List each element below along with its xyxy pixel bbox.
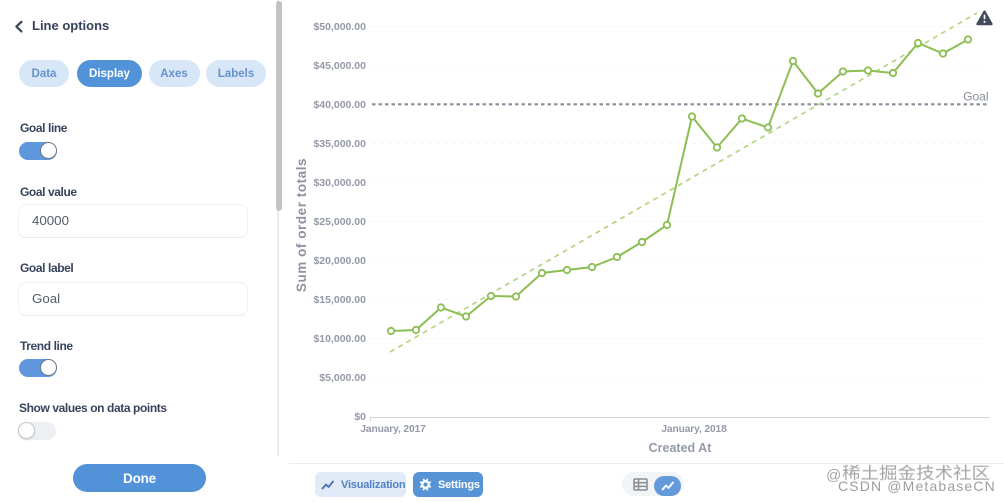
svg-text:$40,000.00: $40,000.00 bbox=[313, 99, 366, 111]
svg-text:January, 2017: January, 2017 bbox=[360, 424, 426, 435]
svg-text:$25,000.00: $25,000.00 bbox=[313, 216, 366, 228]
svg-text:$20,000.00: $20,000.00 bbox=[313, 255, 366, 267]
svg-text:$10,000.00: $10,000.00 bbox=[313, 333, 366, 345]
svg-text:$0: $0 bbox=[354, 411, 366, 423]
svg-text:January, 2018: January, 2018 bbox=[661, 424, 727, 435]
svg-text:$35,000.00: $35,000.00 bbox=[313, 138, 366, 150]
svg-text:$5,000.00: $5,000.00 bbox=[319, 372, 366, 384]
svg-text:$50,000.00: $50,000.00 bbox=[313, 21, 366, 33]
svg-text:Created At: Created At bbox=[649, 441, 713, 455]
svg-text:Sum of order totals: Sum of order totals bbox=[294, 158, 309, 292]
svg-text:$30,000.00: $30,000.00 bbox=[313, 177, 366, 189]
svg-text:$45,000.00: $45,000.00 bbox=[313, 60, 366, 72]
svg-text:$15,000.00: $15,000.00 bbox=[313, 294, 366, 306]
svg-text:Goal: Goal bbox=[963, 89, 988, 103]
